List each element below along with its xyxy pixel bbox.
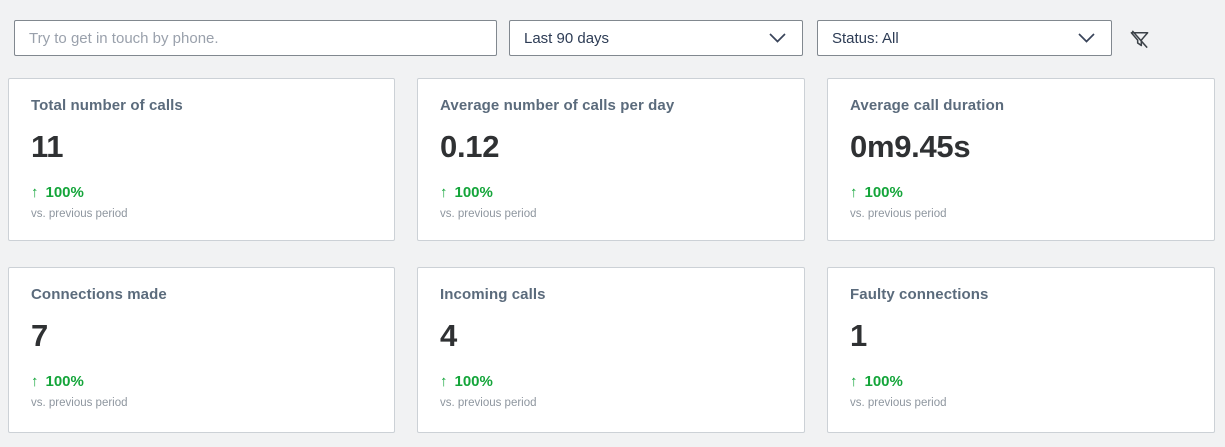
trend-up-icon: ↑ [31,373,39,390]
trend-up-icon: ↑ [850,373,858,390]
card-title: Incoming calls [440,286,546,303]
stat-card-total-calls: Total number of calls 11 ↑ 100% vs. prev… [8,78,395,241]
card-value: 11 [31,129,64,164]
delta-percent: 100% [454,184,493,201]
date-range-select[interactable]: Last 90 days [509,20,803,56]
stat-card-connections-made: Connections made 7 ↑ 100% vs. previous p… [8,267,395,433]
delta-percent: 100% [864,373,903,390]
card-delta: ↑ 100% [850,184,1192,201]
card-delta: ↑ 100% [31,184,372,201]
date-range-value: Last 90 days [524,29,610,47]
card-caption: vs. previous period [440,397,537,409]
card-title: Average number of calls per day [440,97,675,114]
card-delta: ↑ 100% [850,373,1192,390]
trend-up-icon: ↑ [31,184,39,201]
delta-percent: 100% [45,373,84,390]
card-caption: vs. previous period [850,208,947,220]
card-caption: vs. previous period [440,208,537,220]
status-select[interactable]: Status: All [817,20,1112,56]
card-delta: ↑ 100% [440,184,782,201]
card-value: 7 [31,318,48,353]
trend-up-icon: ↑ [440,184,448,201]
filter-off-icon [1130,29,1148,48]
delta-percent: 100% [864,184,903,201]
stat-card-avg-call-duration: Average call duration 0m9.45s ↑ 100% vs.… [827,78,1215,241]
delta-percent: 100% [45,184,84,201]
card-title: Faulty connections [850,286,989,303]
status-value: Status: All [832,29,899,47]
card-value: 4 [440,318,457,353]
card-caption: vs. previous period [850,397,947,409]
trend-up-icon: ↑ [440,373,448,390]
stat-card-incoming-calls: Incoming calls 4 ↑ 100% vs. previous per… [417,267,805,433]
delta-percent: 100% [454,373,493,390]
card-caption: vs. previous period [31,397,128,409]
card-caption: vs. previous period [31,208,128,220]
card-value: 0m9.45s [850,129,971,164]
card-title: Average call duration [850,97,1005,114]
card-value: 1 [850,318,867,353]
clear-filters-button[interactable] [1126,26,1152,52]
card-title: Connections made [31,286,167,303]
card-delta: ↑ 100% [31,373,372,390]
stat-card-faulty-connections: Faulty connections 1 ↑ 100% vs. previous… [827,267,1215,433]
trend-up-icon: ↑ [850,184,858,201]
card-delta: ↑ 100% [440,373,782,390]
chevron-down-icon [1078,33,1095,43]
chevron-down-icon [769,33,786,43]
card-title: Total number of calls [31,97,183,114]
search-input[interactable] [14,20,497,56]
card-value: 0.12 [440,129,500,164]
stat-card-avg-calls-per-day: Average number of calls per day 0.12 ↑ 1… [417,78,805,241]
